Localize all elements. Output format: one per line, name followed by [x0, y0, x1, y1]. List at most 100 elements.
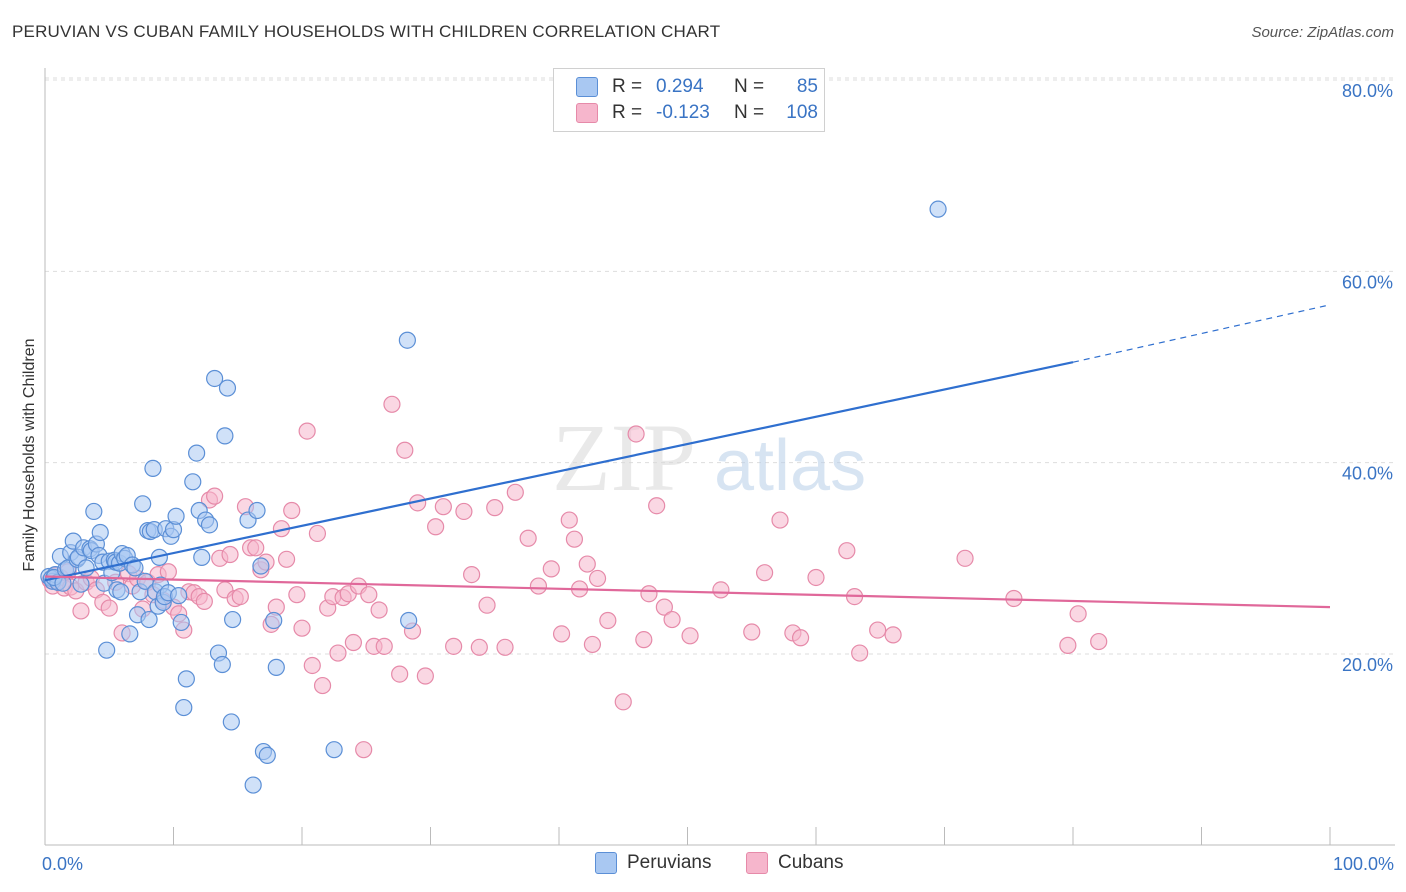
cuban-point [712, 581, 730, 599]
peruvian-point [258, 746, 276, 765]
peruvian-point [172, 613, 190, 632]
legend-label-peruvians: Peruvians [627, 852, 712, 873]
peruvian-point [170, 587, 188, 605]
cuban-point [519, 529, 537, 547]
peruvian-point [222, 713, 240, 731]
cuban-point [663, 610, 681, 629]
gridlines [45, 77, 1395, 655]
cuban-point [614, 693, 632, 711]
r-label: R = [612, 76, 643, 97]
peruvian-point [248, 501, 266, 520]
legend-row-cubans: R = -0.123 N = 108 [576, 100, 818, 126]
cuban-swatch [576, 103, 598, 123]
y-tick-label: 40.0% [1342, 464, 1393, 484]
peruvian-point [85, 502, 103, 521]
cuban-point [455, 502, 473, 521]
y-tick-label: 20.0% [1342, 655, 1393, 675]
cuban-point [383, 395, 401, 413]
y-tick-label: 60.0% [1342, 272, 1393, 292]
peruvian-legend-swatch [595, 852, 617, 874]
peruvian-point [126, 559, 144, 577]
cuban-point [635, 631, 653, 649]
peruvian-point [398, 331, 416, 349]
cuban-point [434, 498, 452, 516]
peruvian-point [193, 548, 211, 566]
legend-label-cubans: Cubans [778, 852, 844, 873]
cuban-point [427, 518, 445, 536]
cuban-point [771, 511, 789, 529]
r-value: 0.294 [656, 76, 704, 97]
peruvian-point [91, 523, 109, 542]
cuban-point [838, 542, 856, 560]
peruvian-point [184, 473, 202, 491]
cuban-point [391, 665, 409, 683]
cuban-point [743, 623, 761, 641]
peruvian-point [167, 507, 185, 525]
cuban-point [583, 635, 602, 654]
cuban-point [807, 568, 825, 587]
peruvian-point [98, 641, 116, 659]
cuban-point [470, 638, 488, 656]
r-label: R = [612, 102, 643, 123]
cuban-point [578, 555, 596, 573]
peruvian-point [175, 698, 193, 717]
cuban-point [303, 656, 321, 675]
cuban-point [1059, 636, 1077, 654]
cuban-point [100, 599, 118, 617]
cuban-point [231, 587, 249, 606]
peruvian-point [177, 670, 195, 688]
cuban-point [396, 441, 414, 459]
peruvian-point [244, 776, 262, 794]
cuban-point [308, 524, 327, 543]
peruvian-point [144, 459, 162, 478]
cuban-point [221, 545, 239, 564]
cuban-point [506, 483, 524, 501]
cuban-point [445, 637, 463, 655]
n-label: N = [734, 102, 765, 123]
cuban-trendline [44, 575, 1331, 609]
legend-item-peruvians[interactable]: Peruvians [595, 852, 712, 874]
cuban-point [72, 602, 90, 620]
peruvian-point [265, 611, 283, 630]
legend-row-peruvians: R = 0.294 N = 85 [576, 74, 818, 100]
cuban-point [791, 629, 810, 647]
peruvian-point [112, 583, 130, 601]
cuban-point [463, 565, 481, 584]
cuban-point [486, 499, 504, 517]
n-label: N = [734, 76, 765, 97]
peruvian-point [267, 658, 285, 676]
cuban-point [496, 638, 514, 656]
trendlines [44, 304, 1331, 609]
peruvian-point [929, 200, 947, 218]
cuban-point [1090, 632, 1108, 651]
cuban-point [588, 569, 607, 588]
watermark-atlas: atlas [714, 426, 866, 506]
cuban-point [529, 577, 548, 595]
cuban-point [360, 586, 378, 604]
cuban-point [560, 511, 578, 529]
source-label: Source: ZipAtlas.com [1251, 24, 1394, 41]
cuban-point [283, 501, 301, 520]
cuban-point [277, 550, 296, 568]
cuban-point [293, 619, 311, 637]
axes [44, 68, 1395, 846]
peruvian-point [216, 427, 234, 445]
peruvian-point [213, 655, 231, 674]
peruvian-point [140, 610, 158, 629]
cuban-point [195, 592, 213, 610]
correlation-legend: R = 0.294 N = 85 R = -0.123 N = 108 [553, 68, 825, 132]
x-tick-label: 100.0% [1333, 854, 1394, 874]
peruvian-trendline [44, 361, 1074, 582]
legend-item-cubans[interactable]: Cubans [746, 852, 844, 874]
chart-title: PERUVIAN VS CUBAN FAMILY HOUSEHOLDS WITH… [12, 22, 721, 41]
cuban-point [416, 667, 434, 685]
peruvian-point [224, 610, 242, 629]
cuban-legend-swatch [746, 852, 768, 874]
cuban-point [851, 644, 869, 662]
cuban-point [565, 530, 584, 548]
series-legend: Peruvians Cubans [0, 852, 1406, 878]
peruvian-point [218, 379, 237, 397]
peruvian-point [400, 611, 418, 630]
peruvian-swatch [576, 77, 598, 97]
